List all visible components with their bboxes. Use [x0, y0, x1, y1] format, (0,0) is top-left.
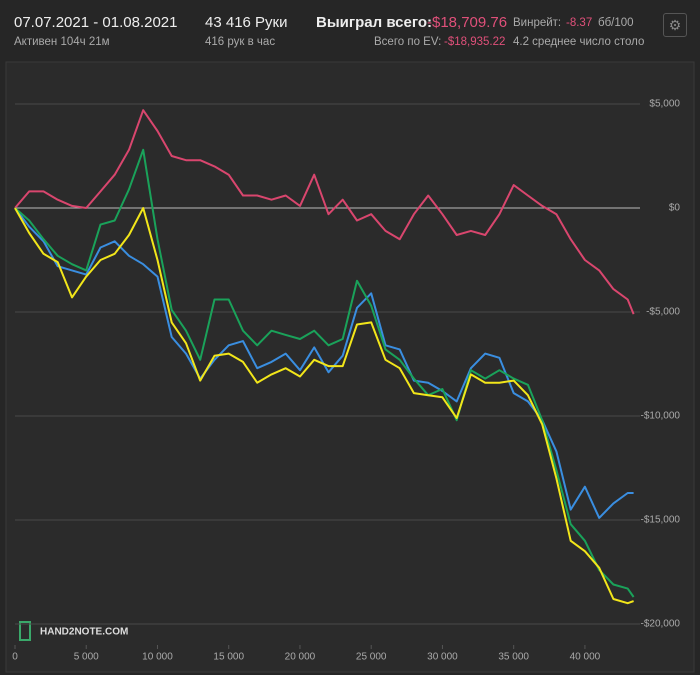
watermark: HAND2NOTE.COM [19, 621, 128, 641]
winrate-unit: бб/100 [598, 17, 634, 29]
x-tick-label: 5 000 [74, 652, 99, 663]
winrate-label: Винрейт: [513, 17, 562, 29]
series-line [14, 207, 634, 605]
x-tick-label: 30 000 [427, 652, 458, 663]
won-label: Выиграл всего: [316, 14, 433, 31]
hands-per-hour: 416 рук в час [205, 36, 276, 48]
ev-label: Всего по EV: [374, 36, 442, 48]
won-value: -$18,709.76 [427, 14, 508, 31]
active-time: Активен 104ч 21м [14, 36, 110, 48]
y-tick-label: -$20,000 [641, 619, 681, 630]
x-tick-label: 40 000 [570, 652, 601, 663]
chart-frame [5, 61, 695, 673]
x-tick-label: 10 000 [142, 652, 173, 663]
series-line [14, 148, 635, 598]
y-tick-label: -$5,000 [646, 307, 680, 318]
x-tick-label: 35 000 [498, 652, 529, 663]
y-tick-label: -$15,000 [641, 515, 681, 526]
date-range: 07.07.2021 - 01.08.2021 [14, 14, 178, 31]
watermark-logo [19, 621, 31, 641]
tables: 4.2 среднее число столо [513, 36, 645, 48]
hands: 43 416 Руки [205, 14, 288, 31]
watermark-text: HAND2NOTE.COM [40, 627, 128, 638]
winrate-value: -8.37 [566, 17, 593, 29]
y-tick-label: $5,000 [649, 99, 680, 110]
x-tick-label: 0 [12, 652, 18, 663]
x-tick-label: 20 000 [285, 652, 316, 663]
y-tick-label: -$10,000 [641, 411, 681, 422]
ev-value: -$18,935.22 [444, 36, 506, 48]
y-tick-label: $0 [669, 203, 681, 214]
series-line [14, 109, 635, 315]
x-tick-label: 15 000 [213, 652, 244, 663]
x-tick-label: 25 000 [356, 652, 387, 663]
settings-button[interactable]: ⚙ [663, 13, 687, 37]
